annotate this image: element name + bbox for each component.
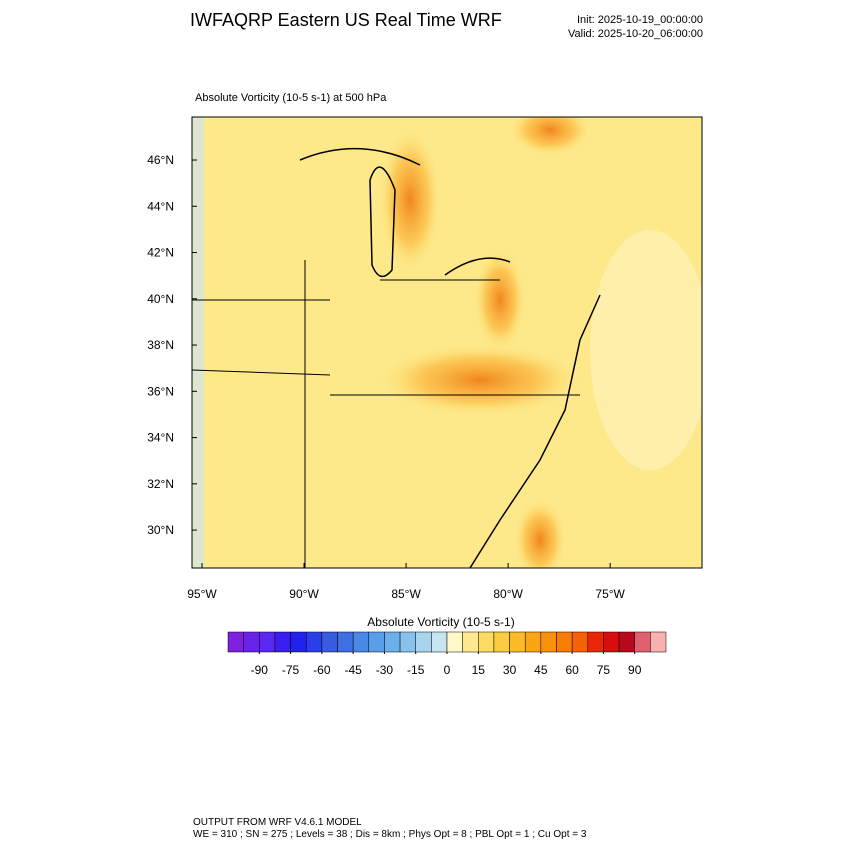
colorbar-tick-label: 75: [597, 663, 611, 677]
colorbar-tick-label: 0: [444, 663, 451, 677]
colorbar-box: [618, 631, 635, 653]
lat-tick-label: 38°N: [147, 338, 174, 352]
lat-tick-label: 46°N: [147, 153, 174, 167]
colorbar-box: [259, 631, 276, 653]
colorbar-box: [431, 631, 448, 653]
colorbar-tick-label: -75: [282, 663, 300, 677]
colorbar-box: [243, 631, 260, 653]
coastline: [469, 294, 601, 568]
colorbar-box: [274, 631, 291, 653]
colorbar-box: [399, 631, 416, 653]
colorbar-box: [587, 631, 604, 653]
ocean-field: [590, 230, 702, 470]
lake-superior: [299, 147, 421, 166]
colorbar-box: [337, 631, 354, 653]
state-borders: [192, 260, 580, 568]
colorbar-box: [540, 631, 557, 653]
lat-tick-label: 42°N: [147, 246, 174, 260]
vorticity-max: [380, 345, 580, 415]
colorbar-tick-label: -60: [313, 663, 331, 677]
map-field: [192, 117, 702, 568]
colorbar-box: [227, 631, 244, 653]
init-time: Init: 2025-10-19_00:00:00: [577, 14, 703, 26]
colorbar-tick-label: 90: [628, 663, 642, 677]
colorbar-tick-label: 15: [472, 663, 486, 677]
colorbar-box: [305, 631, 323, 653]
colorbar-box: [368, 631, 385, 653]
colorbar-box: [650, 631, 667, 653]
lon-tick-label: 85°W: [391, 587, 421, 601]
colorbar-box: [384, 631, 401, 653]
lat-tick-label: 40°N: [147, 292, 174, 306]
title: IWFAQRP Eastern US Real Time WRF: [190, 10, 502, 30]
colorbar-box: [634, 631, 651, 653]
colorbar-box: [493, 631, 510, 653]
footer-line: OUTPUT FROM WRF V4.6.1 MODEL: [193, 817, 362, 828]
lake-erie: [444, 257, 511, 276]
lat-tick-label: 30°N: [147, 523, 174, 537]
colorbar-box: [524, 631, 542, 653]
lon-tick-label: 80°W: [493, 587, 523, 601]
colorbar-tick-label: -30: [376, 663, 394, 677]
colorbar-box: [321, 631, 338, 653]
colorbar: -90 -75 -60 -45 -30 -15 0 15 30 45 60 75 90: [227, 631, 667, 677]
vorticity-max: [475, 250, 525, 350]
colorbar-tick-label: -15: [407, 663, 425, 677]
colorbar-box: [446, 631, 463, 653]
colorbar-tick-label: -45: [344, 663, 362, 677]
lat-tick-label: 36°N: [147, 384, 174, 398]
lon-tick-label: 75°W: [595, 587, 625, 601]
colorbar-title: Absolute Vorticity (10-5 s-1): [367, 615, 514, 629]
colorbar-tick-label: 60: [565, 663, 579, 677]
colorbar-tick-label: 30: [503, 663, 517, 677]
vorticity-max: [510, 117, 590, 155]
colorbar-box: [509, 631, 526, 653]
lake-michigan: [369, 166, 396, 278]
colorbar-box: [352, 631, 370, 653]
lon-tick-label: 90°W: [289, 587, 319, 601]
colorbar-box: [462, 631, 479, 653]
map-subtitle: Absolute Vorticity (10-5 s-1) at 500 hPa: [195, 92, 387, 104]
lat-tick-label: 32°N: [147, 477, 174, 491]
lon-tick-label: 95°W: [187, 587, 217, 601]
vorticity-max: [515, 500, 565, 568]
map-frame: [191, 116, 703, 569]
lat-tick-label: 34°N: [147, 431, 174, 445]
colorbar-tick-label: 45: [534, 663, 548, 677]
colorbar-box: [290, 631, 307, 653]
colorbar-box: [556, 631, 573, 653]
colorbar-box: [571, 631, 589, 653]
colorbar-box: [603, 631, 620, 653]
low-vorticity-band: [192, 117, 204, 568]
colorbar-box: [415, 631, 432, 653]
valid-time: Valid: 2025-10-20_06:00:00: [568, 28, 703, 40]
colorbar-box: [478, 631, 495, 653]
colorbar-tick-label: -90: [251, 663, 269, 677]
footer-line: WE = 310 ; SN = 275 ; Levels = 38 ; Dis …: [193, 829, 587, 840]
vorticity-max: [380, 130, 440, 270]
map-axes: 46°N 44°N 42°N 40°N 38°N 36°N 34°N 32°N 30°N 95°W…: [147, 153, 625, 601]
lat-tick-label: 44°N: [147, 199, 174, 213]
